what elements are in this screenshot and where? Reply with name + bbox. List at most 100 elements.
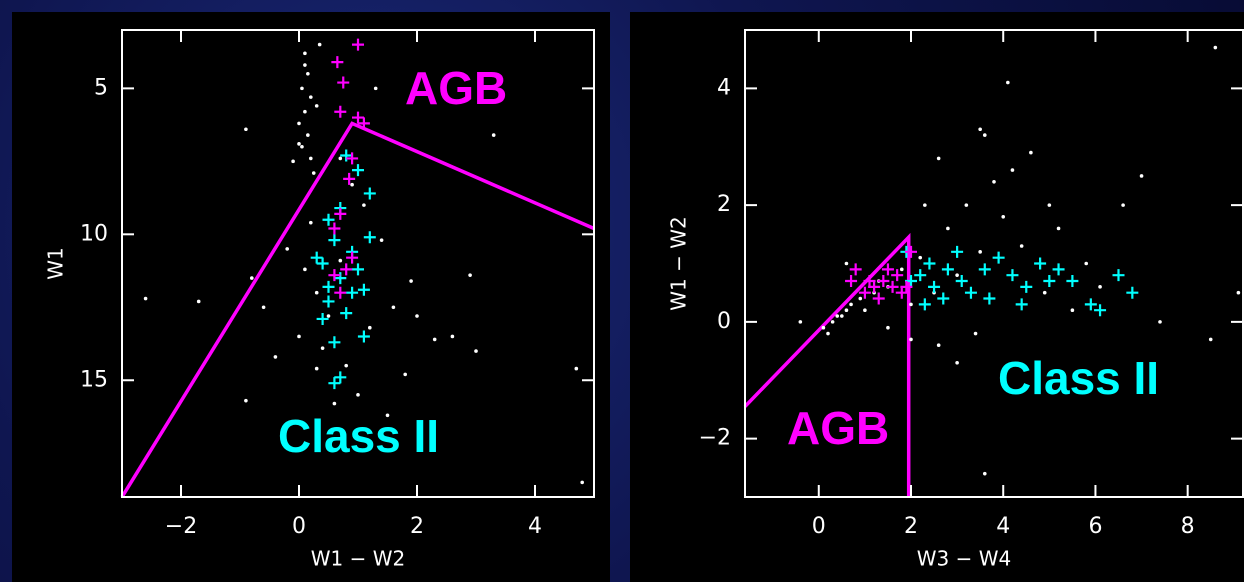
x-tick-label: 0 [812, 514, 826, 539]
point [992, 180, 996, 184]
point [1209, 338, 1213, 342]
x-tick-label: 4 [996, 514, 1010, 539]
point [937, 343, 941, 347]
y-tick-label: 4 [717, 75, 731, 100]
point [965, 203, 969, 207]
point [1048, 203, 1052, 207]
point [580, 481, 584, 485]
y-tick-label: 5 [94, 75, 108, 100]
point [1001, 215, 1005, 219]
point [1098, 285, 1102, 289]
point [339, 259, 343, 263]
point [974, 332, 978, 336]
point [1237, 291, 1241, 295]
y-tick-label: 10 [80, 221, 108, 246]
point [909, 338, 913, 342]
point [1029, 151, 1033, 155]
point [306, 72, 310, 76]
point [978, 250, 982, 254]
point [826, 332, 830, 336]
point [315, 291, 319, 295]
point [799, 320, 803, 324]
point [955, 273, 959, 277]
point [309, 157, 313, 161]
point [1084, 262, 1088, 266]
point [845, 262, 849, 266]
point [244, 399, 248, 403]
annotation: Class II [278, 410, 439, 462]
point [575, 367, 579, 371]
y-tick-label: 2 [717, 192, 731, 217]
point [306, 133, 310, 137]
x-tick-label: 2 [904, 514, 918, 539]
y-tick-label: 15 [80, 367, 108, 392]
point [978, 127, 982, 131]
point [451, 335, 455, 339]
point [303, 63, 307, 67]
point [244, 127, 248, 131]
x-tick-label: −2 [165, 514, 197, 539]
annotation: Class II [998, 352, 1159, 404]
point [492, 133, 496, 137]
point [318, 43, 322, 47]
point [362, 203, 366, 207]
point [1158, 320, 1162, 324]
x-axis-title: W3 − W4 [917, 547, 1011, 571]
point [309, 95, 313, 99]
point [468, 273, 472, 277]
point [845, 308, 849, 312]
x-tick-label: 4 [528, 514, 542, 539]
point [144, 297, 148, 301]
point [900, 268, 904, 272]
point [300, 145, 304, 149]
x-axis-title: W1 − W2 [311, 547, 405, 571]
y-tick-label: −2 [699, 426, 731, 451]
point [315, 367, 319, 371]
point [415, 314, 419, 318]
x-tick-label: 8 [1181, 514, 1195, 539]
point [321, 346, 325, 350]
point [1043, 291, 1047, 295]
point [297, 122, 301, 126]
point [368, 326, 372, 330]
point [303, 268, 307, 272]
point [392, 305, 396, 309]
point [297, 335, 301, 339]
point [274, 355, 278, 359]
point [831, 320, 835, 324]
point [1121, 203, 1125, 207]
point [946, 227, 950, 231]
chart: −202451015W1 − W2W1AGBClass II02468−2024… [0, 0, 1244, 582]
point [886, 326, 890, 330]
point [262, 305, 266, 309]
point [309, 221, 313, 225]
point [285, 247, 289, 251]
point [822, 326, 826, 330]
point [333, 402, 337, 406]
page: {"chart_data": [ {"type": "scatter", "xl… [0, 0, 1244, 582]
point [1011, 168, 1015, 172]
point [409, 279, 413, 283]
point [1020, 244, 1024, 248]
point [300, 87, 304, 91]
point [350, 183, 354, 187]
point [327, 314, 331, 318]
point [1214, 46, 1218, 50]
y-axis-title: W1 [44, 247, 68, 280]
point [403, 373, 407, 377]
point [297, 142, 301, 146]
point [1006, 81, 1010, 85]
point [909, 303, 913, 307]
y-axis-title: W1 − W2 [667, 216, 691, 310]
point [250, 276, 254, 280]
x-tick-label: 0 [292, 514, 306, 539]
point [374, 87, 378, 91]
annotation: AGB [787, 402, 889, 454]
point [937, 157, 941, 161]
point [858, 297, 862, 301]
annotation: AGB [405, 62, 507, 114]
point [356, 393, 360, 397]
point [197, 300, 201, 304]
point [983, 472, 987, 476]
point [955, 361, 959, 365]
